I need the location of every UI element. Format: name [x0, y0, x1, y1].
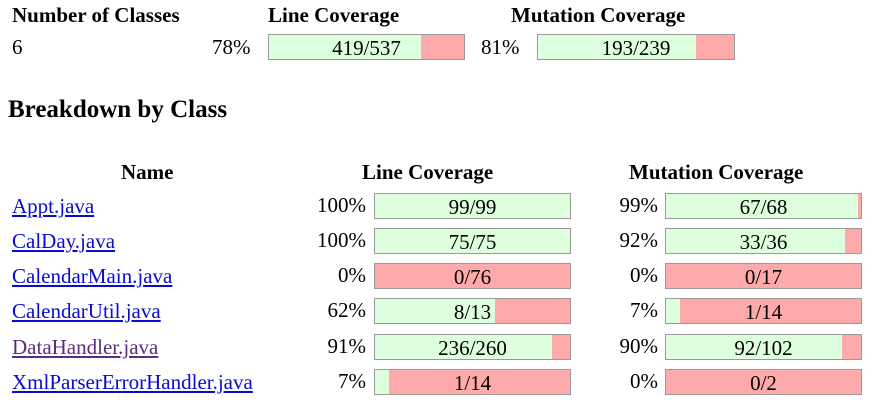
- line-coverage-percent: 91%: [327, 334, 367, 358]
- mutation-coverage-percent: 7%: [630, 298, 658, 322]
- class-link[interactable]: XmlParserErrorHandler.java: [12, 370, 253, 394]
- summary-classes-count: 6: [12, 35, 23, 59]
- line-covered-fill: [375, 370, 389, 394]
- line-coverage-ratio: 236/260: [438, 336, 507, 360]
- class-link[interactable]: DataHandler.java: [12, 335, 159, 359]
- mutation-coverage-percent: 0%: [630, 263, 658, 287]
- mutation-coverage-percent: 0%: [630, 369, 658, 393]
- mutation-coverage-ratio: 92/102: [734, 336, 793, 360]
- line-coverage-bar: 236/260: [374, 334, 571, 360]
- mutation-coverage-bar: 33/36: [665, 228, 862, 254]
- mutation-coverage-bar: 0/17: [665, 263, 862, 289]
- line-covered-fill: [375, 299, 495, 323]
- mutation-coverage-ratio: 1/14: [744, 300, 783, 324]
- line-coverage-bar: 75/75: [374, 228, 571, 254]
- line-coverage-ratio: 8/13: [453, 300, 492, 324]
- class-link[interactable]: CalendarMain.java: [12, 264, 173, 288]
- mutation-coverage-bar: 0/2: [665, 369, 862, 395]
- mutation-coverage-percent: 99%: [619, 193, 659, 217]
- mutation-covered-fill: [666, 335, 842, 359]
- line-coverage-percent: 100%: [317, 193, 366, 217]
- mutation-coverage-percent: 92%: [619, 228, 659, 252]
- class-link[interactable]: CalendarUtil.java: [12, 299, 161, 323]
- summary-mutation-ratio: 193/239: [601, 36, 671, 60]
- summary-mutation-coverage-bar: 193/239: [537, 34, 735, 60]
- breakdown-line-coverage-header: Line Coverage: [362, 160, 494, 184]
- summary-mutation-percent: 81%: [481, 35, 520, 59]
- line-covered-fill: [375, 229, 570, 253]
- mutation-coverage-bar: 67/68: [665, 193, 862, 219]
- line-coverage-bar: 0/76: [374, 263, 571, 289]
- line-coverage-percent: 100%: [317, 228, 366, 252]
- line-coverage-bar: 8/13: [374, 298, 571, 324]
- summary-line-ratio: 419/537: [332, 36, 401, 60]
- summary-classes-header: Number of Classes: [12, 3, 180, 27]
- mutation-coverage-bar: 1/14: [665, 298, 862, 324]
- summary-mutation-covered-fill: [538, 35, 697, 59]
- line-coverage-percent: 7%: [338, 369, 366, 393]
- class-link[interactable]: Appt.java: [12, 194, 95, 218]
- mutation-coverage-ratio: 67/68: [739, 195, 788, 219]
- line-coverage-ratio: 75/75: [448, 230, 497, 254]
- line-coverage-ratio: 99/99: [448, 195, 497, 219]
- mutation-coverage-bar: 92/102: [665, 334, 862, 360]
- summary-line-percent: 78%: [212, 35, 251, 59]
- breakdown-title: Breakdown by Class: [8, 96, 228, 123]
- line-covered-fill: [375, 194, 570, 218]
- mutation-coverage-ratio: 0/2: [750, 371, 777, 395]
- breakdown-mutation-coverage-header: Mutation Coverage: [629, 160, 804, 184]
- line-covered-fill: [375, 335, 552, 359]
- summary-line-covered-fill: [269, 35, 422, 59]
- line-coverage-bar: 1/14: [374, 369, 571, 395]
- line-coverage-ratio: 1/14: [453, 371, 492, 395]
- line-coverage-ratio: 0/76: [453, 265, 492, 289]
- summary-mutation-coverage-header: Mutation Coverage: [511, 3, 686, 27]
- line-coverage-bar: 99/99: [374, 193, 571, 219]
- breakdown-name-header: Name: [121, 160, 174, 184]
- mutation-covered-fill: [666, 299, 680, 323]
- line-coverage-percent: 62%: [327, 298, 367, 322]
- mutation-coverage-ratio: 33/36: [739, 230, 788, 254]
- line-coverage-percent: 0%: [338, 263, 366, 287]
- summary-line-coverage-header: Line Coverage: [268, 3, 400, 27]
- class-link[interactable]: CalDay.java: [12, 229, 116, 253]
- mutation-covered-fill: [666, 194, 859, 218]
- summary-line-coverage-bar: 419/537: [268, 34, 465, 60]
- mutation-coverage-ratio: 0/17: [744, 265, 783, 289]
- mutation-covered-fill: [666, 229, 845, 253]
- mutation-coverage-percent: 90%: [619, 334, 659, 358]
